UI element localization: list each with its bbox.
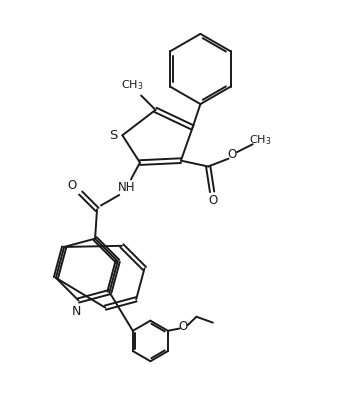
Text: O: O	[228, 148, 237, 161]
Text: CH$_3$: CH$_3$	[249, 133, 272, 147]
Text: O: O	[67, 180, 77, 192]
Text: N: N	[72, 305, 81, 318]
Text: CH$_3$: CH$_3$	[121, 79, 143, 92]
Text: NH: NH	[118, 181, 135, 194]
Text: O: O	[208, 194, 217, 207]
Text: S: S	[110, 129, 118, 142]
Text: O: O	[178, 320, 188, 333]
